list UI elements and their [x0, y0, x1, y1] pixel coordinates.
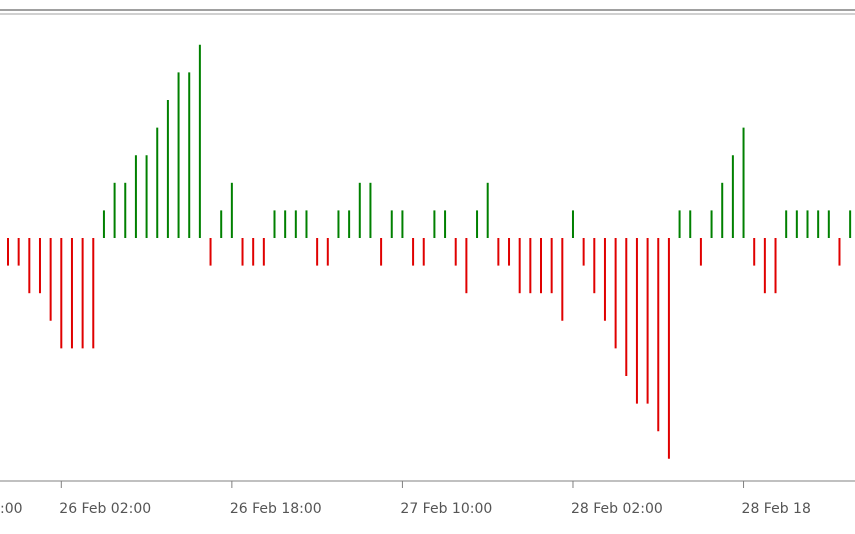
- x-tick-label: 26 Feb 02:00: [59, 501, 151, 517]
- x-tick-label: 28 Feb 18: [742, 501, 811, 517]
- x-tick-label: 28 Feb 02:00: [571, 501, 663, 517]
- x-tick-label: 26 Feb 18:00: [230, 501, 322, 517]
- x-tick-label: 27 Feb 10:00: [400, 501, 492, 517]
- x-tick-label: :00: [0, 501, 23, 517]
